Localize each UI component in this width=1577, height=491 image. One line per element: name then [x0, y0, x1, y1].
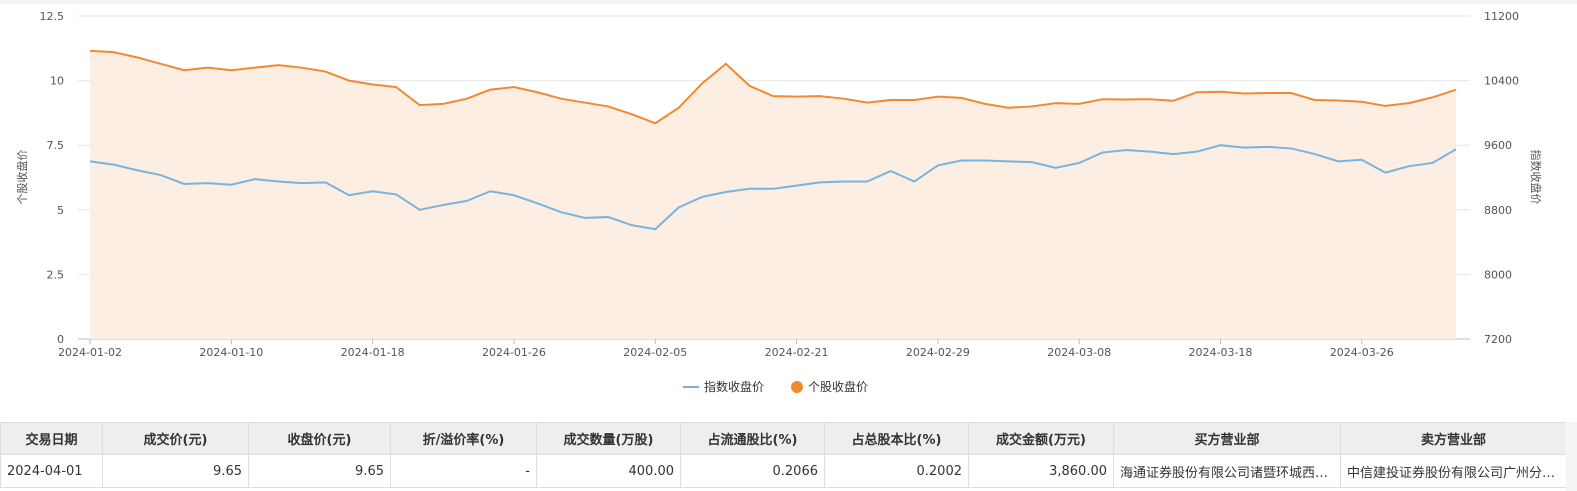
legend: 指数收盘价 个股收盘价 — [683, 379, 868, 394]
cell-amount: 3,860.00 — [968, 454, 1114, 488]
right-tick-label: 10400 — [1484, 75, 1519, 88]
header-amount[interactable]: 成交金额(万元) — [968, 422, 1114, 455]
right-axis-ticks: 7200 8000 8800 9600 10400 11200 — [1484, 10, 1519, 346]
chart: 0 2.5 5 7.5 10 12.5 7200 8000 8800 9600 10400 1120… — [15, 10, 1543, 394]
cell-volume: 400.00 — [536, 454, 681, 488]
x-tick-label: 2024-03-18 — [1189, 346, 1253, 359]
right-tick-label: 9600 — [1484, 139, 1512, 152]
header-trade-price[interactable]: 成交价(元) — [102, 422, 249, 455]
x-tick-label: 2024-03-26 — [1330, 346, 1394, 359]
right-tick-label: 7200 — [1484, 333, 1512, 346]
stock-area-fill — [90, 50, 1456, 339]
header-float-ratio[interactable]: 占流通股比(%) — [680, 422, 825, 455]
cell-trade-date: 2024-04-01 — [0, 454, 103, 488]
left-tick-label: 12.5 — [40, 10, 65, 23]
left-tick-label: 5 — [57, 204, 64, 217]
x-axis-ticks: 2024-01-02 2024-01-10 2024-01-18 2024-01-26… — [58, 339, 1394, 359]
cell-buyer[interactable]: 海通证券股份有限公司诸暨环城西路证券营业部 — [1113, 454, 1341, 488]
legend-item-index[interactable]: 指数收盘价 — [683, 379, 764, 394]
left-tick-label: 7.5 — [47, 139, 65, 152]
left-tick-label: 10 — [50, 75, 64, 88]
cell-trade-price: 9.65 — [102, 454, 249, 488]
x-tick-label: 2024-01-26 — [482, 346, 546, 359]
x-tick-label: 2024-02-29 — [906, 346, 970, 359]
table-header-row: 交易日期 成交价(元) 收盘价(元) 折/溢价率(%) 成交数量(万股) 占流通… — [0, 422, 1567, 455]
legend-stock-label: 个股收盘价 — [808, 379, 868, 394]
x-tick-label: 2024-01-18 — [341, 346, 405, 359]
table-row: 2024-04-01 9.65 9.65 - 400.00 0.2066 0.2… — [0, 454, 1567, 488]
legend-stock-swatch — [791, 381, 803, 393]
x-tick-label: 2024-02-21 — [765, 346, 829, 359]
header-trade-date[interactable]: 交易日期 — [0, 422, 103, 455]
header-seller[interactable]: 卖方营业部 — [1340, 422, 1567, 455]
cell-close-price: 9.65 — [248, 454, 391, 488]
left-axis-title: 个股收盘价 — [15, 150, 29, 205]
header-volume[interactable]: 成交数量(万股) — [536, 422, 681, 455]
cell-premium-rate: - — [390, 454, 537, 488]
cell-seller[interactable]: 中信建投证券股份有限公司广州分公司 — [1340, 454, 1567, 488]
header-premium-rate[interactable]: 折/溢价率(%) — [390, 422, 537, 455]
stock-close-line — [89, 49, 1457, 125]
header-total-ratio[interactable]: 占总股本比(%) — [824, 422, 969, 455]
cell-total-ratio: 0.2002 — [824, 454, 969, 488]
left-tick-label: 2.5 — [47, 268, 65, 281]
x-tick-label: 2024-03-08 — [1047, 346, 1111, 359]
right-axis-title: 指数收盘价 — [1529, 150, 1543, 205]
index-close-line — [89, 144, 1457, 231]
x-tick-label: 2024-01-02 — [58, 346, 122, 359]
x-tick-label: 2024-02-05 — [623, 346, 687, 359]
legend-item-stock[interactable]: 个股收盘价 — [791, 379, 868, 394]
x-tick-label: 2024-01-10 — [199, 346, 263, 359]
right-tick-label: 8000 — [1484, 268, 1512, 281]
legend-index-label: 指数收盘价 — [704, 379, 764, 394]
block-trade-table: 交易日期 成交价(元) 收盘价(元) 折/溢价率(%) 成交数量(万股) 占流通… — [0, 422, 1567, 488]
header-buyer[interactable]: 买方营业部 — [1113, 422, 1341, 455]
left-tick-label: 0 — [57, 333, 64, 346]
right-tick-label: 11200 — [1484, 10, 1519, 23]
cell-float-ratio: 0.2066 — [680, 454, 825, 488]
left-axis-ticks: 0 2.5 5 7.5 10 12.5 — [40, 10, 65, 346]
right-tick-label: 8800 — [1484, 204, 1512, 217]
header-close-price[interactable]: 收盘价(元) — [248, 422, 391, 455]
top-strip — [0, 0, 1577, 4]
table-scrollbar[interactable] — [1566, 422, 1577, 491]
